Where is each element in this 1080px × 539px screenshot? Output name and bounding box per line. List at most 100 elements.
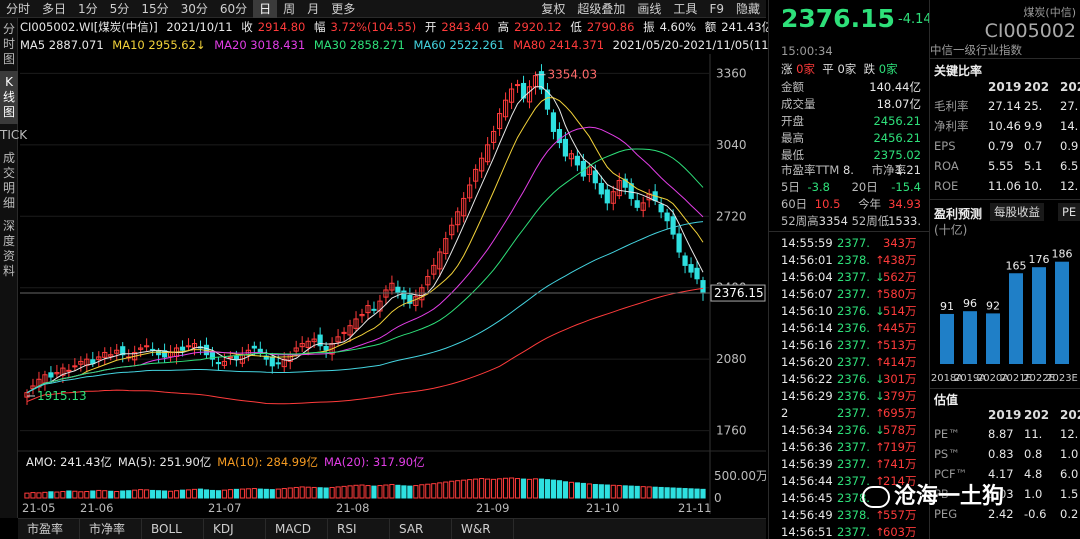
view-tab[interactable]: 分时图 <box>2 22 15 66</box>
period-tab[interactable]: 分时 <box>6 1 31 16</box>
view-tab[interactable]: TICK <box>0 128 28 142</box>
ratio-year-header: 2019 <box>988 80 1022 94</box>
period-tab[interactable]: 月 <box>307 1 320 16</box>
flat-label: 平 <box>822 62 834 76</box>
indicator-tabs: 市盈率 市净率 BOLL KDJ MACD RSI SAR W&R <box>18 518 766 539</box>
valuation-value: 11. <box>1024 427 1043 441</box>
tick-volume: 438万 <box>883 253 917 267</box>
candle-body <box>138 347 144 350</box>
period-tab[interactable]: 多日 <box>42 1 67 16</box>
volume-bar <box>670 487 676 499</box>
candle-body <box>299 343 305 348</box>
toolbar-tool[interactable]: 工具 <box>673 1 698 16</box>
indicator-tab[interactable]: MACD <box>266 519 328 539</box>
period-tab[interactable]: 30分 <box>180 1 208 16</box>
divider <box>930 199 1080 200</box>
tick-price: 2377. <box>837 474 870 488</box>
quote-info-line: CI005002.WI[煤炭(中信)] 2021/10/11 收 2914.80 … <box>20 19 778 35</box>
candle-body <box>305 340 311 348</box>
ratio-row: ROA 5.55 5.1 6.5 <box>934 156 1080 177</box>
candle-body <box>562 138 569 157</box>
valuation-value: 2.42 <box>988 507 1014 521</box>
ratio-value: 9.9 <box>1024 119 1043 133</box>
tick-volume: 603万 <box>883 525 917 539</box>
candle-body <box>269 356 275 367</box>
toolbar-tool[interactable]: F9 <box>709 1 724 16</box>
candle-body <box>610 191 616 204</box>
ratio-year-header: 202 <box>1060 80 1080 94</box>
volume-bar <box>42 491 48 499</box>
volume-bar <box>335 486 341 499</box>
period-tab[interactable]: 周 <box>283 1 296 16</box>
forecast-bar-value: 91 <box>940 300 954 313</box>
date-tick-label: 21-05 <box>22 501 55 515</box>
period-tab[interactable]: 5分 <box>109 1 130 16</box>
volume-bar <box>347 485 353 499</box>
forecast-unit: (十亿) <box>934 223 968 237</box>
tick-row: 14:56:04 2377. ↓562万 <box>781 269 917 286</box>
forecast-bar <box>1055 261 1069 364</box>
key-ratios-title: 关键比率 <box>934 64 983 78</box>
period-tab[interactable]: 日 <box>253 0 278 18</box>
volume-bar <box>179 489 186 499</box>
toolbar-tool[interactable]: 画线 <box>637 1 662 16</box>
w52l-label: 52周低 <box>851 214 890 228</box>
period-tab[interactable]: 更多 <box>331 1 356 16</box>
tick-time: 14:56:04 <box>781 270 833 284</box>
indicator-tab[interactable]: SAR <box>390 519 452 539</box>
indicator-tab[interactable]: RSI <box>328 519 390 539</box>
ma10-legend: MA10 2955.62↓ <box>112 38 206 52</box>
view-tab[interactable]: 深度资料 <box>2 219 15 278</box>
period-tab[interactable]: 15分 <box>141 1 169 16</box>
high-label: 高 <box>497 20 510 34</box>
indicator-tab[interactable]: BOLL <box>142 519 204 539</box>
period-tab[interactable]: 60分 <box>219 1 248 16</box>
bar-date: 2021/10/11 <box>166 20 233 34</box>
volume-bar <box>664 487 670 499</box>
volume-bar <box>263 488 269 499</box>
tick-price: 2378. <box>837 491 870 505</box>
tick-row: 14:56:14 2376. ↑445万 <box>781 320 917 337</box>
forecast-bar-chart: 91 2018A 96 2019A 92 2020A 165 2021E 176 2022E 186… <box>931 248 1078 384</box>
toolbar-tool[interactable]: 超级叠加 <box>577 1 626 16</box>
candle-body <box>275 362 281 365</box>
divider <box>930 58 1080 59</box>
ratio-value: 27. <box>1060 99 1079 113</box>
candle-body <box>682 255 688 266</box>
indicator-tab[interactable]: W&R <box>452 519 514 539</box>
toolbar-tool[interactable]: 复权 <box>541 1 566 16</box>
volume-bar <box>568 481 574 499</box>
candle-body <box>78 360 84 365</box>
volume-bar <box>580 482 586 499</box>
last-price-label: 2376.15 <box>714 286 764 300</box>
valuation-title: 估值 <box>934 393 959 407</box>
period-tab[interactable]: 1分 <box>78 1 98 16</box>
view-tab[interactable]: 成交明细 <box>2 151 15 210</box>
volume-bar <box>144 489 150 499</box>
toolbar-tool[interactable]: 隐藏 <box>735 1 760 16</box>
quote-time: 15:00:34 <box>781 44 833 58</box>
ma5-legend: MA5 2887.071 <box>20 38 104 52</box>
forecast-bar-value: 176 <box>1029 253 1050 266</box>
valuation-value: 1.0 <box>1024 487 1043 501</box>
candle-body <box>341 331 347 334</box>
tab-pe[interactable]: PE <box>1058 203 1080 221</box>
forecast-bar-value: 165 <box>1006 259 1027 272</box>
indicator-tab[interactable]: 市净率 <box>80 519 142 539</box>
forecast-bar <box>963 311 977 364</box>
tick-dir-icon: ↑ <box>875 321 885 335</box>
view-tab[interactable]: K线图 <box>0 71 18 124</box>
ma30-line <box>26 148 704 394</box>
pb-value: 1.21 <box>895 163 921 177</box>
tick-time: 14:56:01 <box>781 253 833 267</box>
kline-chart[interactable]: 3360304027202400208017602376.153354.0319… <box>18 54 766 539</box>
indicator-tab[interactable]: KDJ <box>204 519 266 539</box>
tick-price: 2376. <box>837 372 870 386</box>
candle-body <box>455 211 461 226</box>
indicator-tab[interactable]: 市盈率 <box>18 519 80 539</box>
d60-value: 10.5 <box>814 197 841 211</box>
volume-bar <box>389 483 395 499</box>
ma20-legend: MA20 3018.431 <box>214 38 306 52</box>
tab-eps[interactable]: 每股收益 <box>990 203 1044 221</box>
volume-bar <box>66 490 72 499</box>
